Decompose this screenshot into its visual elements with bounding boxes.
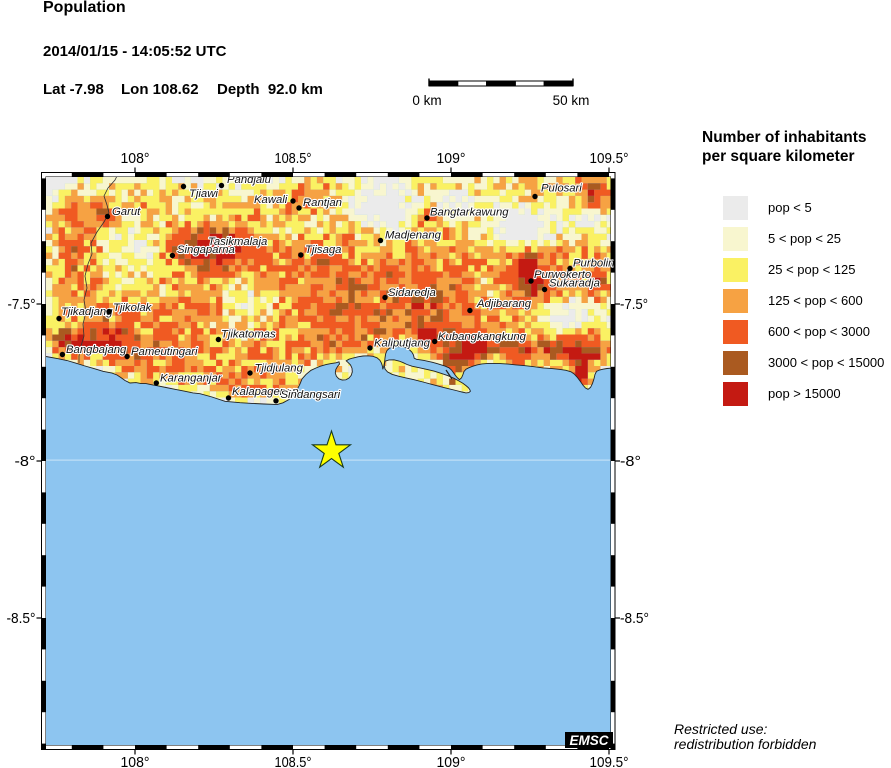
svg-text:Karanganjar: Karanganjar bbox=[160, 373, 223, 385]
svg-text:Pameutingari: Pameutingari bbox=[131, 346, 198, 358]
svg-text:Tjisaga: Tjisaga bbox=[305, 244, 341, 256]
svg-text:Singaparna: Singaparna bbox=[177, 244, 235, 256]
svg-text:Kaliputjang: Kaliputjang bbox=[374, 338, 431, 350]
svg-text:109°: 109° bbox=[437, 754, 466, 768]
svg-text:Purwokerto: Purwokerto bbox=[534, 269, 591, 281]
svg-text:-8°: -8° bbox=[15, 453, 36, 470]
svg-text:108°: 108° bbox=[121, 754, 150, 768]
svg-text:Pandjalu: Pandjalu bbox=[227, 174, 272, 186]
svg-text:Tasikmalaja: Tasikmalaja bbox=[208, 236, 267, 248]
svg-text:Bangbajang: Bangbajang bbox=[66, 344, 127, 356]
svg-text:Garut: Garut bbox=[112, 206, 141, 218]
svg-text:Purbolinggo: Purbolinggo bbox=[573, 258, 633, 270]
svg-text:Kubangkangkung: Kubangkangkung bbox=[438, 331, 527, 343]
svg-text:Bangtarkawung: Bangtarkawung bbox=[430, 207, 509, 219]
svg-text:Sidaredja: Sidaredja bbox=[388, 287, 436, 299]
svg-text:Adjibarang: Adjibarang bbox=[476, 298, 532, 310]
svg-text:109.5°: 109.5° bbox=[590, 754, 629, 768]
svg-text:Kalapagenep: Kalapagenep bbox=[232, 386, 299, 398]
svg-text:108.5°: 108.5° bbox=[275, 754, 312, 768]
svg-text:Tjikadjang: Tjikadjang bbox=[61, 306, 113, 318]
svg-text:108°: 108° bbox=[121, 150, 150, 167]
svg-text:EMSC: EMSC bbox=[569, 733, 608, 748]
svg-text:Sukaradja: Sukaradja bbox=[549, 278, 600, 290]
svg-text:50 km: 50 km bbox=[553, 93, 590, 108]
svg-text:Tjidjulang: Tjidjulang bbox=[255, 363, 304, 375]
svg-text:Tjikolak: Tjikolak bbox=[113, 302, 153, 314]
svg-text:109.5°: 109.5° bbox=[590, 150, 629, 167]
svg-text:Sindangsari: Sindangsari bbox=[281, 389, 341, 401]
svg-text:Madjenang: Madjenang bbox=[385, 230, 442, 242]
svg-text:Rantjan: Rantjan bbox=[303, 197, 342, 209]
svg-text:0 km: 0 km bbox=[412, 93, 441, 108]
svg-text:-8.5°: -8.5° bbox=[620, 610, 649, 627]
svg-text:108.5°: 108.5° bbox=[275, 150, 312, 167]
svg-text:Tjikatomas: Tjikatomas bbox=[221, 329, 276, 341]
svg-text:Pulosari: Pulosari bbox=[541, 183, 582, 195]
svg-text:Tjiawi: Tjiawi bbox=[189, 188, 218, 200]
svg-text:-7.5°: -7.5° bbox=[8, 296, 36, 313]
svg-text:-7.5°: -7.5° bbox=[620, 296, 648, 313]
svg-text:-8.5°: -8.5° bbox=[7, 610, 36, 627]
svg-text:Kawali: Kawali bbox=[254, 194, 288, 206]
svg-text:109°: 109° bbox=[437, 150, 466, 167]
svg-text:-8°: -8° bbox=[620, 453, 641, 470]
